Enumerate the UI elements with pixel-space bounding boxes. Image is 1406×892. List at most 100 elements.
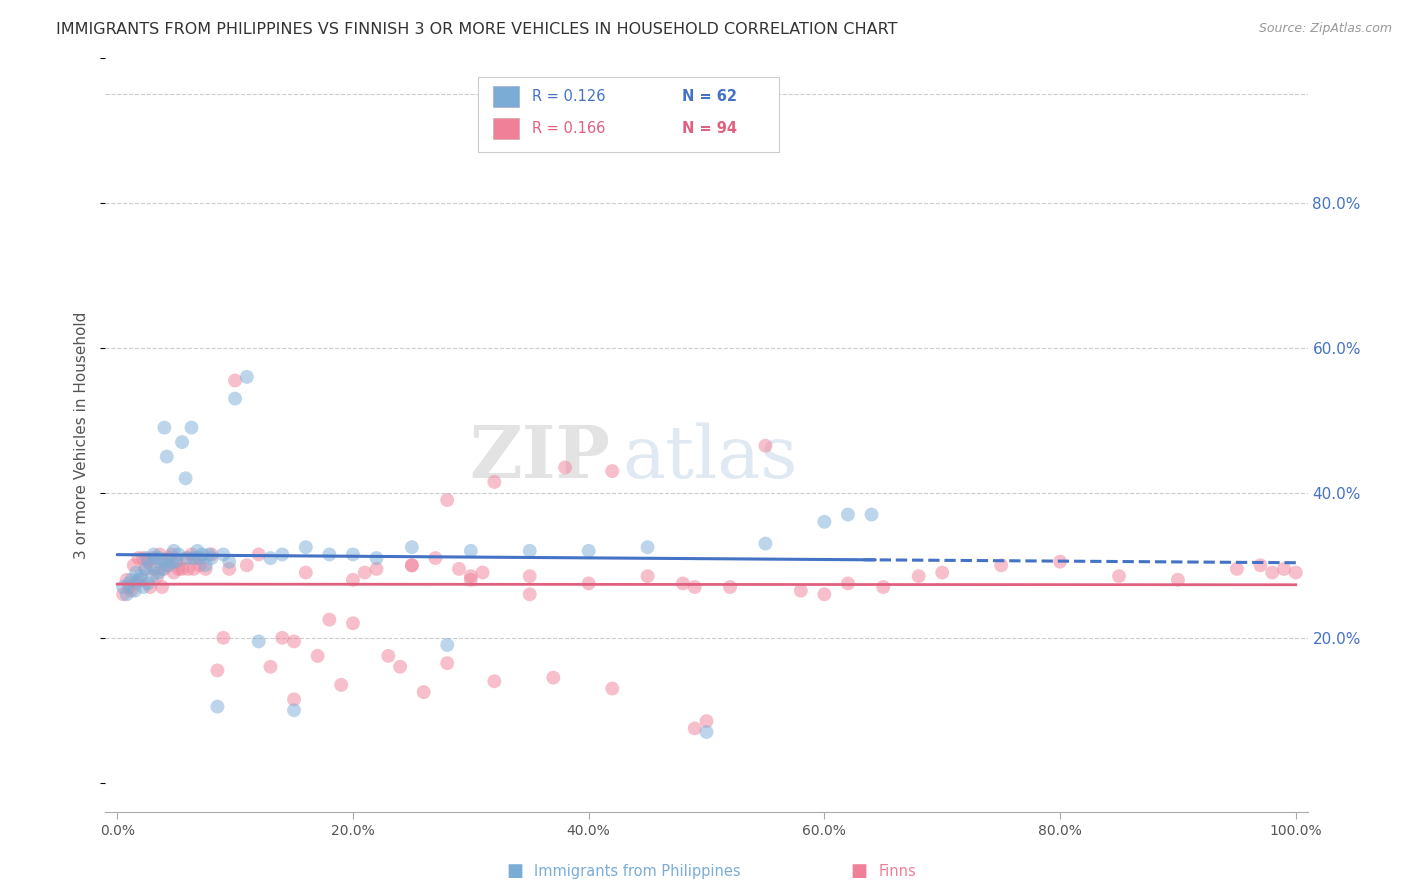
Point [135,562,157,576]
Point [318,548,340,562]
Point [696,725,718,739]
Point [115,587,138,601]
FancyBboxPatch shape [492,86,519,107]
Point [460,569,482,583]
Point [637,569,659,583]
Point [156,450,179,464]
Point [484,674,506,689]
Point [295,540,318,554]
Point [146,569,169,583]
Point [180,420,202,434]
Point [143,562,166,576]
Point [129,569,152,583]
Text: Immigrants from Philippines: Immigrants from Philippines [534,864,741,879]
Point [990,558,1012,573]
Point [1167,573,1189,587]
Point [543,671,565,685]
Point [283,692,305,706]
Point [194,562,217,576]
Point [218,562,240,576]
Text: ZIP: ZIP [470,422,610,493]
Point [425,551,447,566]
Point [600,681,623,696]
Point [136,555,159,569]
Point [177,551,200,566]
Point [186,551,208,566]
Point [554,460,576,475]
Point [132,580,155,594]
Point [120,583,142,598]
Point [353,566,375,580]
Point [157,558,180,573]
Point [165,555,187,569]
Point [118,576,141,591]
Point [224,374,246,388]
Point [174,471,197,485]
Point [401,540,423,554]
Point [1285,566,1308,580]
Point [484,475,506,489]
Point [1261,566,1284,580]
Point [186,543,208,558]
Point [813,515,835,529]
Point [283,634,305,648]
Point [307,648,329,663]
Text: ■: ■ [851,863,868,880]
Point [125,576,148,591]
Point [259,660,281,674]
Point [160,555,183,569]
Point [696,714,718,728]
Point [115,573,138,587]
Point [318,613,340,627]
Point [112,580,135,594]
Point [600,464,623,478]
Point [754,536,776,550]
Point [183,562,205,576]
Point [754,439,776,453]
Point [283,703,305,717]
Point [163,566,186,580]
Point [124,583,146,598]
Point [1049,555,1071,569]
Point [813,587,835,601]
Point [271,631,294,645]
Point [180,548,202,562]
Point [247,548,270,562]
Point [460,573,482,587]
Point [366,551,388,566]
Point [860,508,883,522]
Point [188,558,211,573]
Point [142,569,165,583]
Point [672,576,695,591]
Point [145,551,167,566]
Point [136,576,159,591]
Point [167,562,190,576]
Point [271,548,294,562]
Point [389,660,412,674]
Point [139,558,162,573]
Text: R = 0.126: R = 0.126 [533,89,606,104]
Point [150,580,173,594]
Point [471,566,494,580]
Text: ■: ■ [506,863,523,880]
Point [578,543,600,558]
Point [1249,558,1271,573]
Point [200,548,222,562]
Point [139,580,162,594]
Point [135,562,157,576]
Text: atlas: atlas [623,422,797,492]
FancyBboxPatch shape [478,77,779,153]
Point [122,558,145,573]
Point [907,569,929,583]
Point [148,566,170,580]
Point [637,540,659,554]
Point [160,548,183,562]
Text: Finns: Finns [879,864,917,879]
Point [191,548,214,562]
Point [135,551,157,566]
Point [153,555,176,569]
Text: N = 94: N = 94 [682,120,738,136]
Text: R = 0.166: R = 0.166 [533,120,606,136]
Point [188,551,211,566]
Point [194,558,217,573]
